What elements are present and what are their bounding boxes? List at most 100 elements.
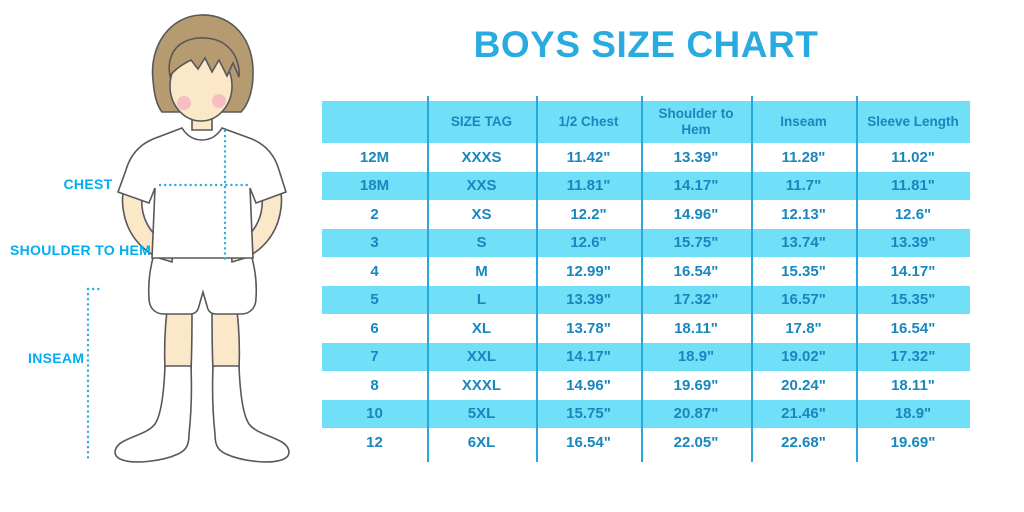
value-cell: 20.87"	[673, 405, 719, 423]
value-cell: 14.17"	[673, 177, 719, 195]
value-cell: 14.17"	[566, 348, 611, 366]
table-row: 4 M 12.99" 16.54" 15.35" 14.17"	[322, 257, 970, 286]
value-cell: 22.68"	[781, 433, 826, 451]
table-row: 12M XXXS 11.42" 13.39" 11.28" 11.02"	[322, 143, 970, 172]
table-row: 10 5XL 15.75" 20.87" 21.46" 18.9"	[322, 399, 970, 428]
value-cell: 16.54"	[673, 262, 719, 280]
value-cell: 11.28"	[781, 148, 826, 166]
value-cell: 17.32"	[890, 348, 936, 366]
value-cell: XL	[471, 319, 492, 337]
value-cell: 6XL	[467, 433, 496, 451]
value-cell: 13.39"	[673, 148, 719, 166]
age-cell: 18M	[359, 177, 390, 195]
value-cell: 12.6"	[894, 205, 932, 223]
value-cell: 20.24"	[781, 376, 826, 394]
value-cell: 11.81"	[891, 177, 935, 195]
inseam-label: INSEAM	[28, 350, 85, 366]
age-cell: 3	[370, 234, 379, 252]
age-cell: 12	[366, 433, 383, 451]
value-cell: 13.74"	[781, 234, 826, 252]
column-header: Shoulder to Hem	[658, 106, 734, 137]
value-cell: 12.2"	[570, 205, 607, 223]
boy-right-thigh	[211, 309, 241, 371]
value-cell: 11.42"	[566, 148, 611, 166]
value-cell: XXL	[466, 348, 497, 366]
value-cell: 12.13"	[781, 205, 826, 223]
value-cell: 12.6"	[570, 234, 607, 252]
value-cell: XXXL	[461, 376, 502, 394]
value-cell: 15.35"	[781, 262, 826, 280]
column-divider	[641, 96, 643, 462]
age-cell: 5	[370, 291, 379, 309]
value-cell: 14.96"	[673, 205, 719, 223]
age-cell: 10	[366, 405, 383, 423]
age-cell: 4	[370, 262, 379, 280]
value-cell: 13.78"	[566, 319, 611, 337]
value-cell: 14.17"	[890, 262, 936, 280]
boy-left-sock	[114, 365, 193, 463]
value-cell: 18.11"	[674, 319, 718, 337]
value-cell: XXS	[466, 177, 497, 195]
age-cell: 6	[370, 319, 379, 337]
value-cell: 12.99"	[566, 262, 611, 280]
column-divider	[856, 96, 858, 462]
boy-blush-right	[212, 94, 226, 108]
column-header	[322, 101, 427, 143]
value-cell: 18.9"	[677, 348, 715, 366]
age-cell: 12M	[359, 148, 390, 166]
value-cell: 15.75"	[673, 234, 719, 252]
value-cell: 15.35"	[890, 291, 936, 309]
table-row: 12 6XL 16.54" 22.05" 22.68" 19.69"	[322, 428, 970, 457]
value-cell: 11.02"	[891, 148, 935, 166]
boy-left-thigh	[163, 309, 193, 371]
table-row: 5 L 13.39" 17.32" 16.57" 15.35"	[322, 285, 970, 314]
value-cell: 16.57"	[781, 291, 826, 309]
value-cell: 11.81"	[566, 177, 611, 195]
value-cell: 16.54"	[890, 319, 936, 337]
boy-shorts	[147, 253, 258, 315]
value-cell: 13.39"	[890, 234, 936, 252]
value-cell: 22.05"	[673, 433, 719, 451]
shoulder-to-hem-label: SHOULDER TO HEM	[10, 242, 152, 258]
value-cell: 16.54"	[566, 433, 611, 451]
boy-shirt	[116, 127, 287, 259]
page-title: BOYS SIZE CHART	[473, 24, 819, 65]
value-cell: 17.8"	[785, 319, 822, 337]
boy-hair-fringe	[168, 37, 240, 78]
value-cell: 13.39"	[566, 291, 611, 309]
table-row: 6 XL 13.78" 18.11" 17.8" 16.54"	[322, 314, 970, 343]
value-cell: 18.11"	[891, 376, 935, 394]
table-row: 7 XXL 14.17" 18.9" 19.02" 17.32"	[322, 342, 970, 371]
table-row: 8 XXXL 14.96" 19.69" 20.24" 18.11"	[322, 371, 970, 400]
table-body: 12M XXXS 11.42" 13.39" 11.28" 11.02" 18M XXS 11.…	[322, 143, 970, 457]
boy-right-sock	[211, 365, 290, 463]
value-cell: 15.75"	[566, 405, 611, 423]
column-header: 1/2 Chest	[558, 114, 619, 130]
table-header-row: SIZE TAG 1/2 Chest Shoulder to Hem Inseam Sl…	[322, 101, 970, 143]
age-cell: 7	[370, 348, 379, 366]
column-header: SIZE TAG	[450, 114, 513, 130]
value-cell: 14.96"	[566, 376, 611, 394]
column-header: Sleeve Length	[867, 114, 959, 130]
boy-illustration	[86, 14, 290, 463]
chest-label: CHEST	[63, 176, 113, 192]
table-row: 2 XS 12.2" 14.96" 12.13" 12.6"	[322, 200, 970, 229]
age-cell: 8	[370, 376, 379, 394]
column-divider	[751, 96, 753, 462]
value-cell: 18.9"	[894, 405, 932, 423]
value-cell: XS	[471, 205, 492, 223]
value-cell: L	[476, 291, 487, 309]
age-cell: 2	[370, 205, 379, 223]
column-divider	[427, 96, 429, 462]
value-cell: 21.46"	[781, 405, 826, 423]
value-cell: 19.69"	[890, 433, 936, 451]
value-cell: M	[475, 262, 488, 280]
value-cell: S	[476, 234, 487, 252]
value-cell: 5XL	[467, 405, 496, 423]
value-cell: 17.32"	[673, 291, 719, 309]
column-divider	[536, 96, 538, 462]
size-table: SIZE TAG 1/2 Chest Shoulder to Hem Inseam Sl…	[322, 96, 970, 462]
table-row: 3 S 12.6" 15.75" 13.74" 13.39"	[322, 228, 970, 257]
value-cell: XXXS	[461, 148, 502, 166]
column-header: Inseam	[780, 114, 827, 130]
